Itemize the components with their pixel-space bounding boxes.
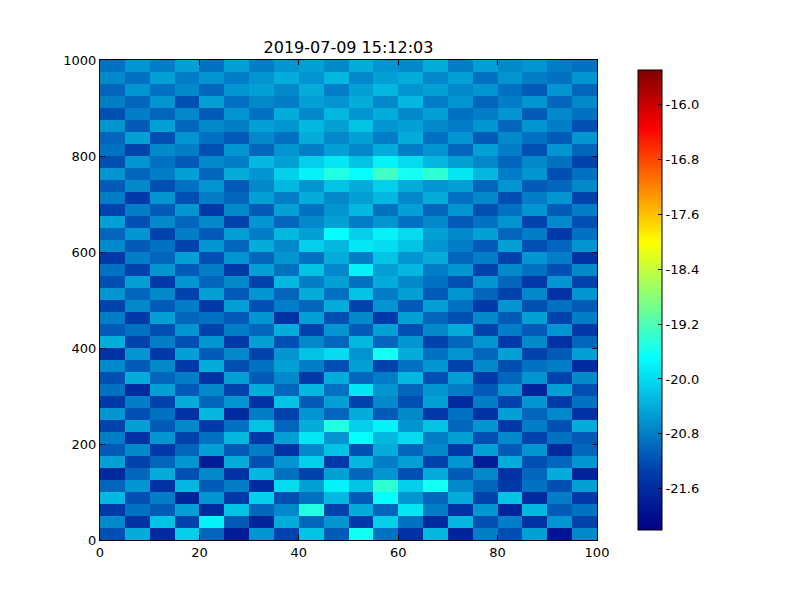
svg-text:100: 100	[585, 545, 610, 560]
svg-text:-16.0: -16.0	[666, 97, 700, 112]
svg-text:-21.6: -21.6	[666, 481, 700, 496]
svg-text:-16.8: -16.8	[666, 152, 700, 167]
svg-text:-20.0: -20.0	[666, 372, 700, 387]
svg-text:-19.2: -19.2	[666, 317, 700, 332]
svg-text:2019-07-09 15:12:03: 2019-07-09 15:12:03	[264, 38, 434, 57]
svg-text:800: 800	[72, 149, 97, 164]
svg-text:200: 200	[72, 437, 97, 452]
svg-text:-20.8: -20.8	[666, 426, 700, 441]
svg-text:-18.4: -18.4	[666, 262, 700, 277]
svg-text:1000: 1000	[63, 53, 96, 68]
svg-text:0: 0	[96, 545, 104, 560]
svg-text:400: 400	[72, 341, 97, 356]
svg-text:600: 600	[72, 245, 97, 260]
svg-text:80: 80	[489, 545, 506, 560]
svg-text:20: 20	[191, 545, 208, 560]
svg-text:60: 60	[390, 545, 407, 560]
svg-text:-17.6: -17.6	[666, 207, 700, 222]
svg-text:0: 0	[88, 533, 96, 548]
svg-text:40: 40	[291, 545, 308, 560]
